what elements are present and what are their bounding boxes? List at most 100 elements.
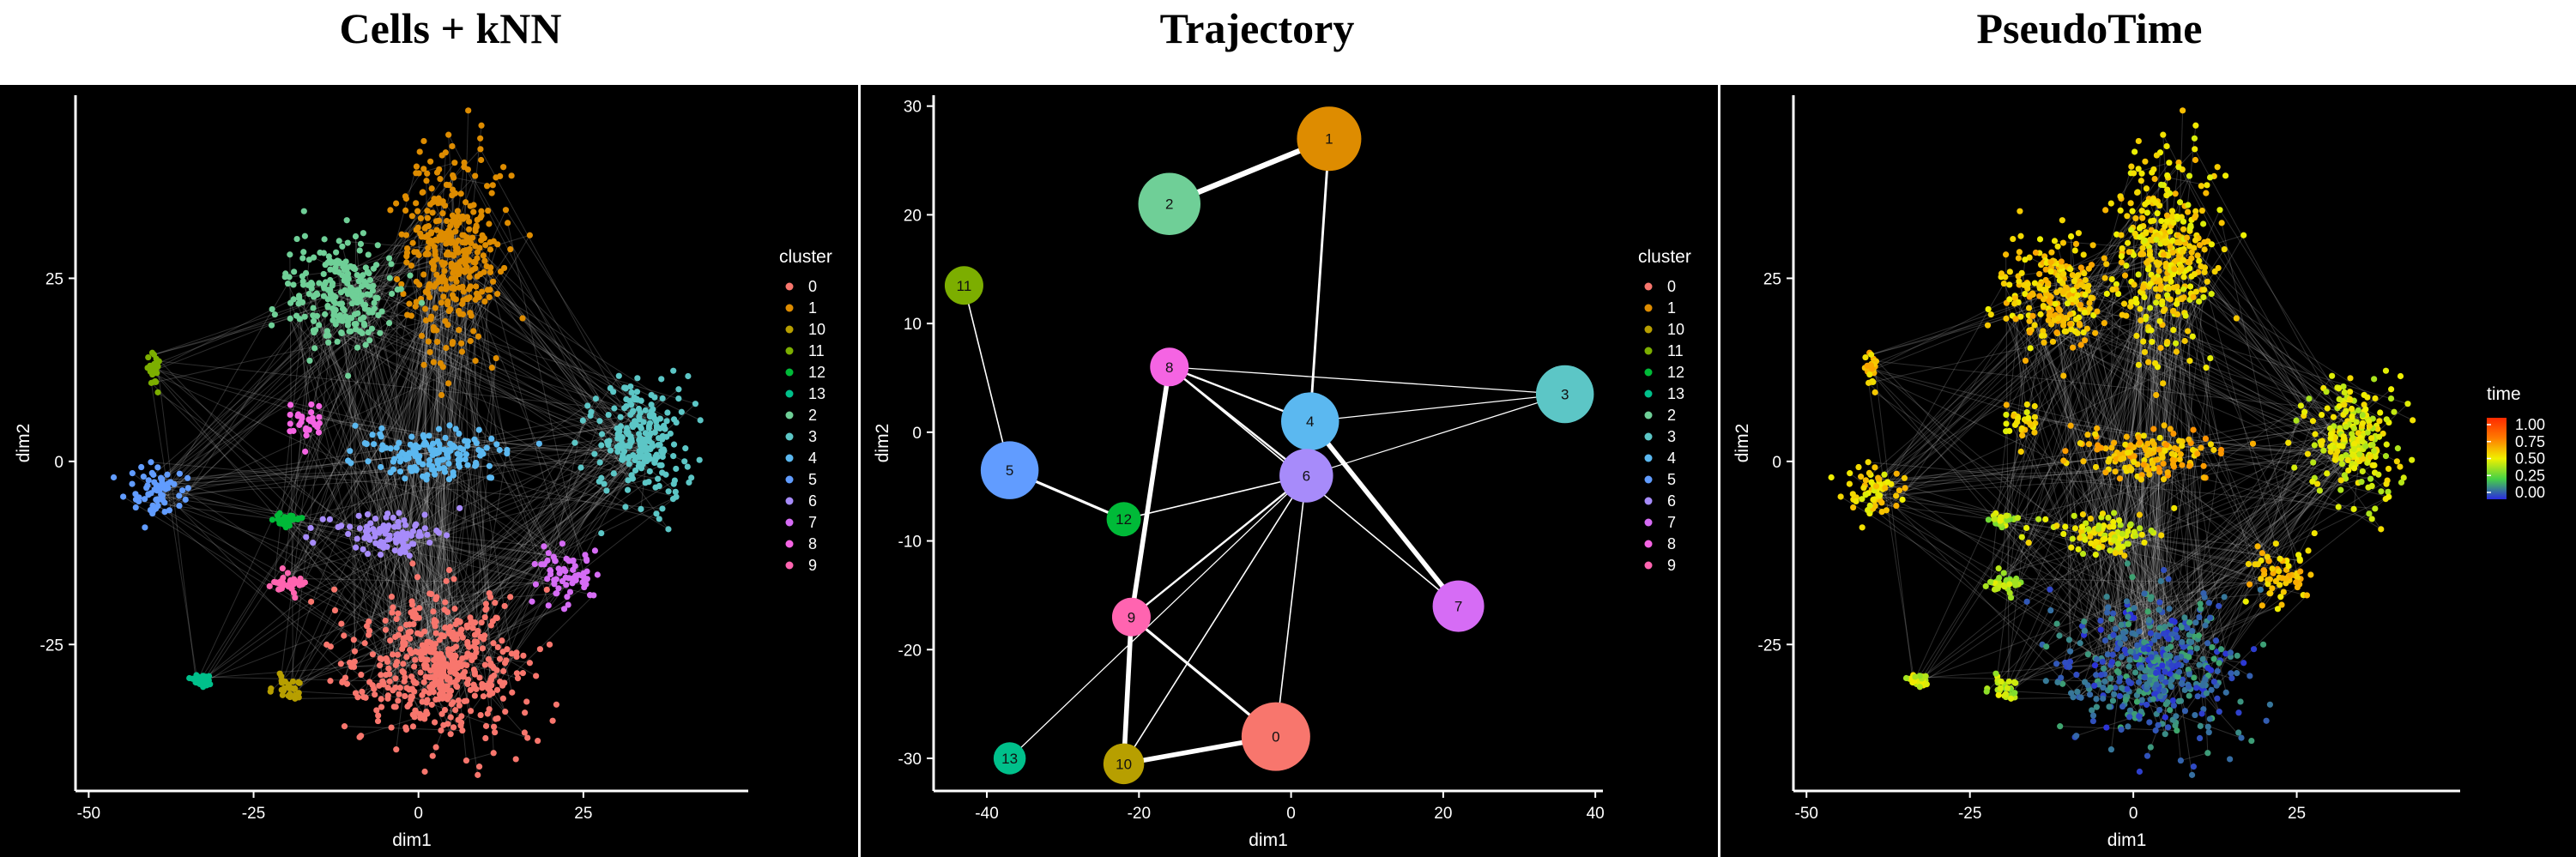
cell-point-0	[497, 679, 504, 685]
knn-edge	[204, 320, 426, 679]
cell-point-2	[366, 276, 374, 284]
knn-edge	[358, 291, 417, 470]
cell-point-3	[2346, 395, 2354, 402]
cell-point-2	[2060, 372, 2067, 379]
cell-point-0	[2204, 723, 2211, 730]
cell-point-0	[331, 607, 339, 614]
knn-edge	[2107, 612, 2154, 674]
cell-point-1	[2145, 359, 2152, 365]
cell-point-4	[397, 456, 405, 462]
cell-point-0	[456, 702, 463, 709]
cell-point-2	[389, 290, 396, 298]
cell-point-3	[2372, 505, 2379, 512]
cell-point-1	[2126, 249, 2132, 256]
cell-point-1	[437, 175, 444, 183]
cell-point-8	[2006, 427, 2013, 434]
cell-point-0	[384, 658, 391, 666]
cell-point-1	[2137, 233, 2144, 240]
cell-point-5	[143, 485, 150, 492]
cell-point-4	[2067, 422, 2074, 429]
cell-point-2	[2002, 251, 2010, 258]
legend-swatch-6	[785, 497, 794, 505]
knn-edge	[1870, 371, 2108, 655]
cell-point-4	[2207, 441, 2215, 448]
cell-point-0	[339, 679, 346, 685]
cell-point-7	[590, 592, 597, 599]
cell-point-4	[445, 476, 453, 483]
cell-point-0	[2164, 699, 2171, 706]
knn-edge	[303, 284, 468, 657]
cell-point-1	[2183, 234, 2191, 241]
legend-swatch-0	[785, 282, 794, 291]
cell-point-6	[380, 544, 387, 552]
cell-point-2	[2085, 282, 2092, 289]
knn-edge	[2071, 445, 2367, 694]
cell-point-4	[2176, 456, 2183, 463]
cell-point-1	[2174, 311, 2181, 318]
cell-point-1	[488, 364, 495, 371]
cell-point-6	[366, 536, 373, 543]
cell-point-1	[2186, 265, 2193, 272]
cell-point-6	[2053, 522, 2060, 529]
cell-point-3	[2362, 443, 2369, 450]
cell-point-7	[563, 555, 570, 562]
cell-point-2	[2109, 286, 2116, 293]
knn-edge	[2198, 260, 2287, 583]
cell-point-5	[1846, 480, 1853, 487]
cell-point-1	[2135, 361, 2142, 368]
cell-point-0	[454, 617, 461, 625]
cell-point-2	[2085, 265, 2092, 272]
cell-point-0	[2222, 650, 2229, 657]
legend-title: time	[2487, 384, 2521, 404]
cell-point-1	[2171, 266, 2178, 273]
cell-point-6	[2092, 551, 2099, 558]
cell-point-2	[362, 301, 369, 309]
cell-point-1	[2141, 348, 2149, 356]
cell-point-2	[352, 266, 359, 273]
cell-point-4	[447, 447, 454, 454]
cell-point-1	[430, 257, 438, 264]
cell-point-2	[302, 269, 310, 276]
cell-point-4	[423, 476, 430, 483]
cell-point-3	[2331, 456, 2338, 463]
cell-point-4	[412, 442, 420, 449]
cell-point-1	[2157, 282, 2164, 290]
cell-point-6	[426, 539, 433, 546]
cell-point-2	[301, 313, 308, 320]
cell-point-1	[416, 281, 423, 288]
cell-point-0	[2147, 744, 2154, 751]
cell-point-8	[287, 411, 293, 419]
cell-point-3	[663, 433, 670, 440]
cell-point-5	[153, 496, 160, 504]
cell-point-3	[637, 434, 644, 441]
cell-point-1	[424, 214, 431, 221]
knn-edge	[409, 441, 650, 639]
cell-point-4	[378, 463, 384, 471]
cell-point-1	[411, 249, 418, 256]
cell-point-3	[675, 395, 682, 402]
cell-point-5	[129, 470, 136, 477]
knn-edge	[354, 400, 642, 667]
cell-point-1	[2204, 278, 2210, 285]
cell-point-1	[465, 218, 473, 225]
knn-edge	[409, 275, 545, 564]
cell-point-3	[2309, 418, 2317, 425]
cell-point-7	[2254, 543, 2261, 550]
cell-point-1	[2108, 275, 2115, 283]
cell-point-1	[2133, 189, 2141, 196]
colorbar-label: 0.25	[2515, 467, 2545, 484]
cell-point-0	[2162, 731, 2168, 738]
knn-edge	[414, 293, 429, 667]
knn-edge	[408, 225, 477, 705]
y-tick-label: 30	[904, 99, 922, 117]
cell-point-5	[1862, 477, 1870, 484]
cell-point-2	[344, 318, 351, 326]
cell-point-6	[2077, 534, 2083, 541]
cell-point-0	[2066, 658, 2074, 665]
knn-edge	[2058, 320, 2361, 438]
cell-point-8	[2017, 448, 2024, 456]
cell-point-3	[2336, 395, 2343, 403]
cell-point-5	[1858, 474, 1865, 480]
trajectory-node-label-8: 8	[1165, 359, 1173, 376]
cell-point-3	[638, 505, 644, 512]
